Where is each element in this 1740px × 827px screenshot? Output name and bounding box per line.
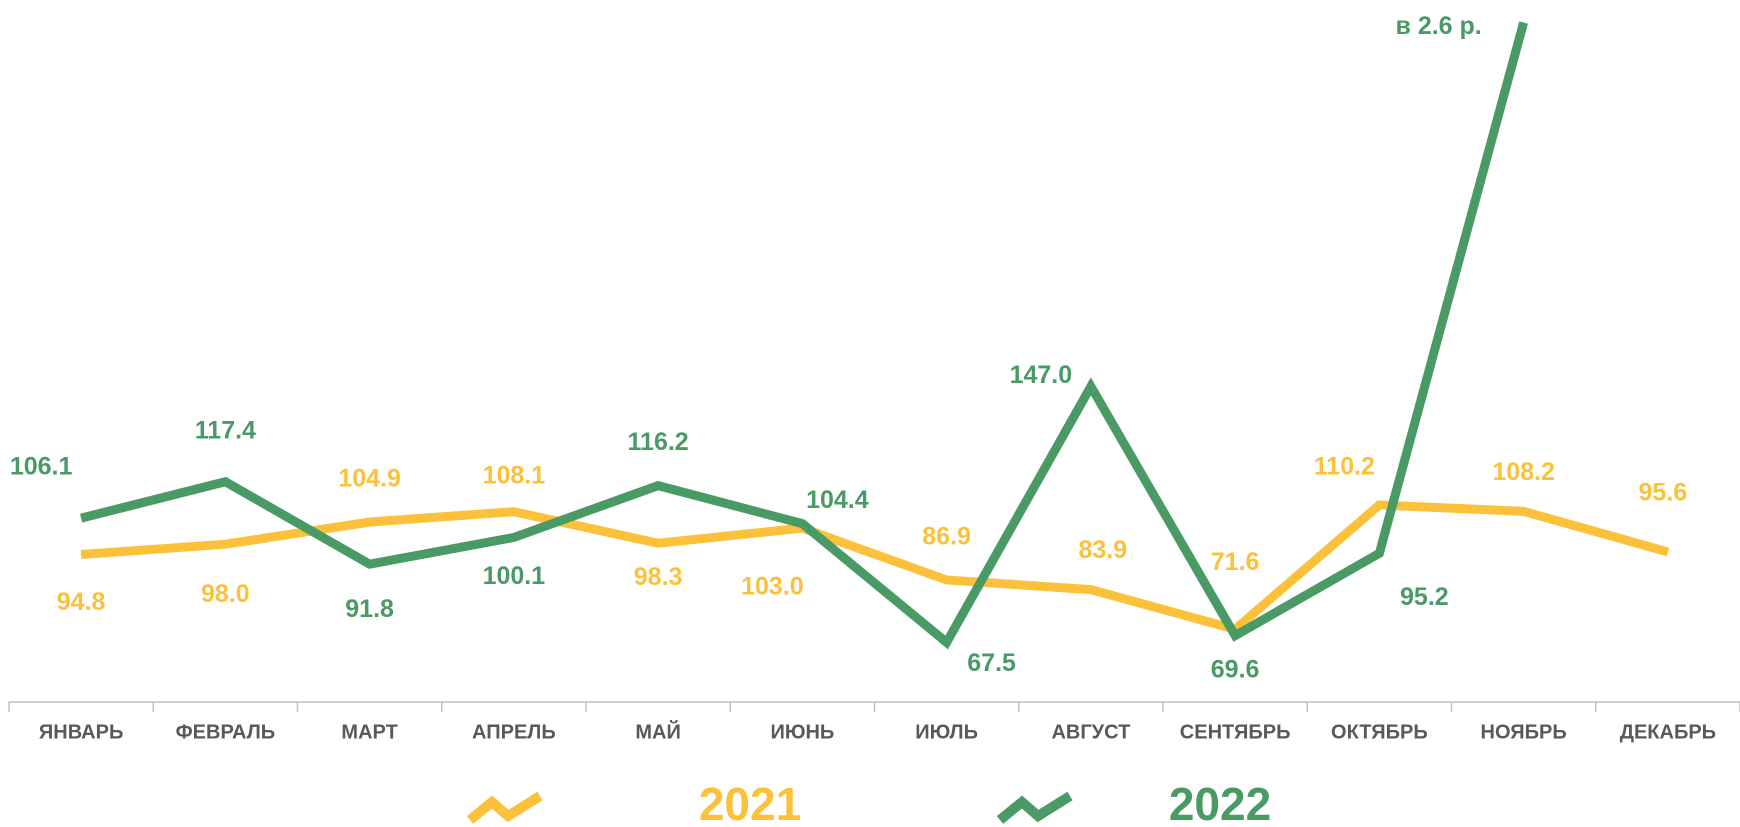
- data-label: 71.6: [1211, 548, 1260, 576]
- x-tick-label: АВГУСТ: [1051, 721, 1130, 743]
- x-tick-label: ДЕКАБРЬ: [1620, 721, 1716, 743]
- data-label: 100.1: [483, 562, 546, 590]
- legend-label: 2021: [699, 778, 801, 827]
- data-label: 86.9: [922, 523, 971, 551]
- data-label: 91.8: [345, 595, 394, 623]
- data-label: 98.3: [634, 563, 683, 591]
- x-tick-label: СЕНТЯБРЬ: [1180, 721, 1291, 743]
- legend-icon: [996, 791, 1073, 824]
- x-tick-label: ФЕВРАЛЬ: [176, 721, 276, 743]
- data-label: 110.2: [1314, 453, 1375, 481]
- data-label: 67.5: [967, 649, 1016, 677]
- data-label: 108.2: [1492, 458, 1555, 486]
- data-label: 116.2: [628, 428, 689, 456]
- x-tick-label: НОЯБРЬ: [1481, 721, 1567, 743]
- x-tick-label: ИЮЛЬ: [915, 721, 978, 743]
- data-label: 147.0: [1010, 361, 1073, 389]
- data-label: 104.4: [806, 486, 869, 514]
- series-line: [80, 500, 1670, 635]
- data-label: 83.9: [1079, 536, 1128, 564]
- data-label: 104.9: [338, 465, 401, 493]
- data-label: 106.1: [10, 453, 73, 481]
- data-label: 98.0: [201, 580, 250, 608]
- x-tick-label: МАЙ: [635, 719, 680, 743]
- x-tick-label: МАРТ: [341, 721, 397, 743]
- x-tick-label: ОКТЯБРЬ: [1331, 721, 1428, 743]
- data-label: 69.6: [1211, 655, 1260, 683]
- legend-label: 2022: [1169, 778, 1271, 827]
- legend-icon: [466, 791, 543, 824]
- data-label: 95.2: [1400, 583, 1449, 611]
- series-line: [80, 21, 1528, 650]
- x-tick-label: ЯНВАРЬ: [39, 721, 123, 743]
- data-label: 94.8: [57, 588, 106, 616]
- x-tick-label: ИЮНЬ: [770, 721, 834, 743]
- data-label: в 2.6 р.: [1396, 12, 1482, 40]
- x-tick-label: АПРЕЛЬ: [472, 721, 556, 743]
- data-label: 117.4: [195, 416, 256, 444]
- data-label: 95.6: [1639, 479, 1688, 507]
- data-label: 108.1: [483, 461, 546, 489]
- data-label: 103.0: [741, 573, 804, 601]
